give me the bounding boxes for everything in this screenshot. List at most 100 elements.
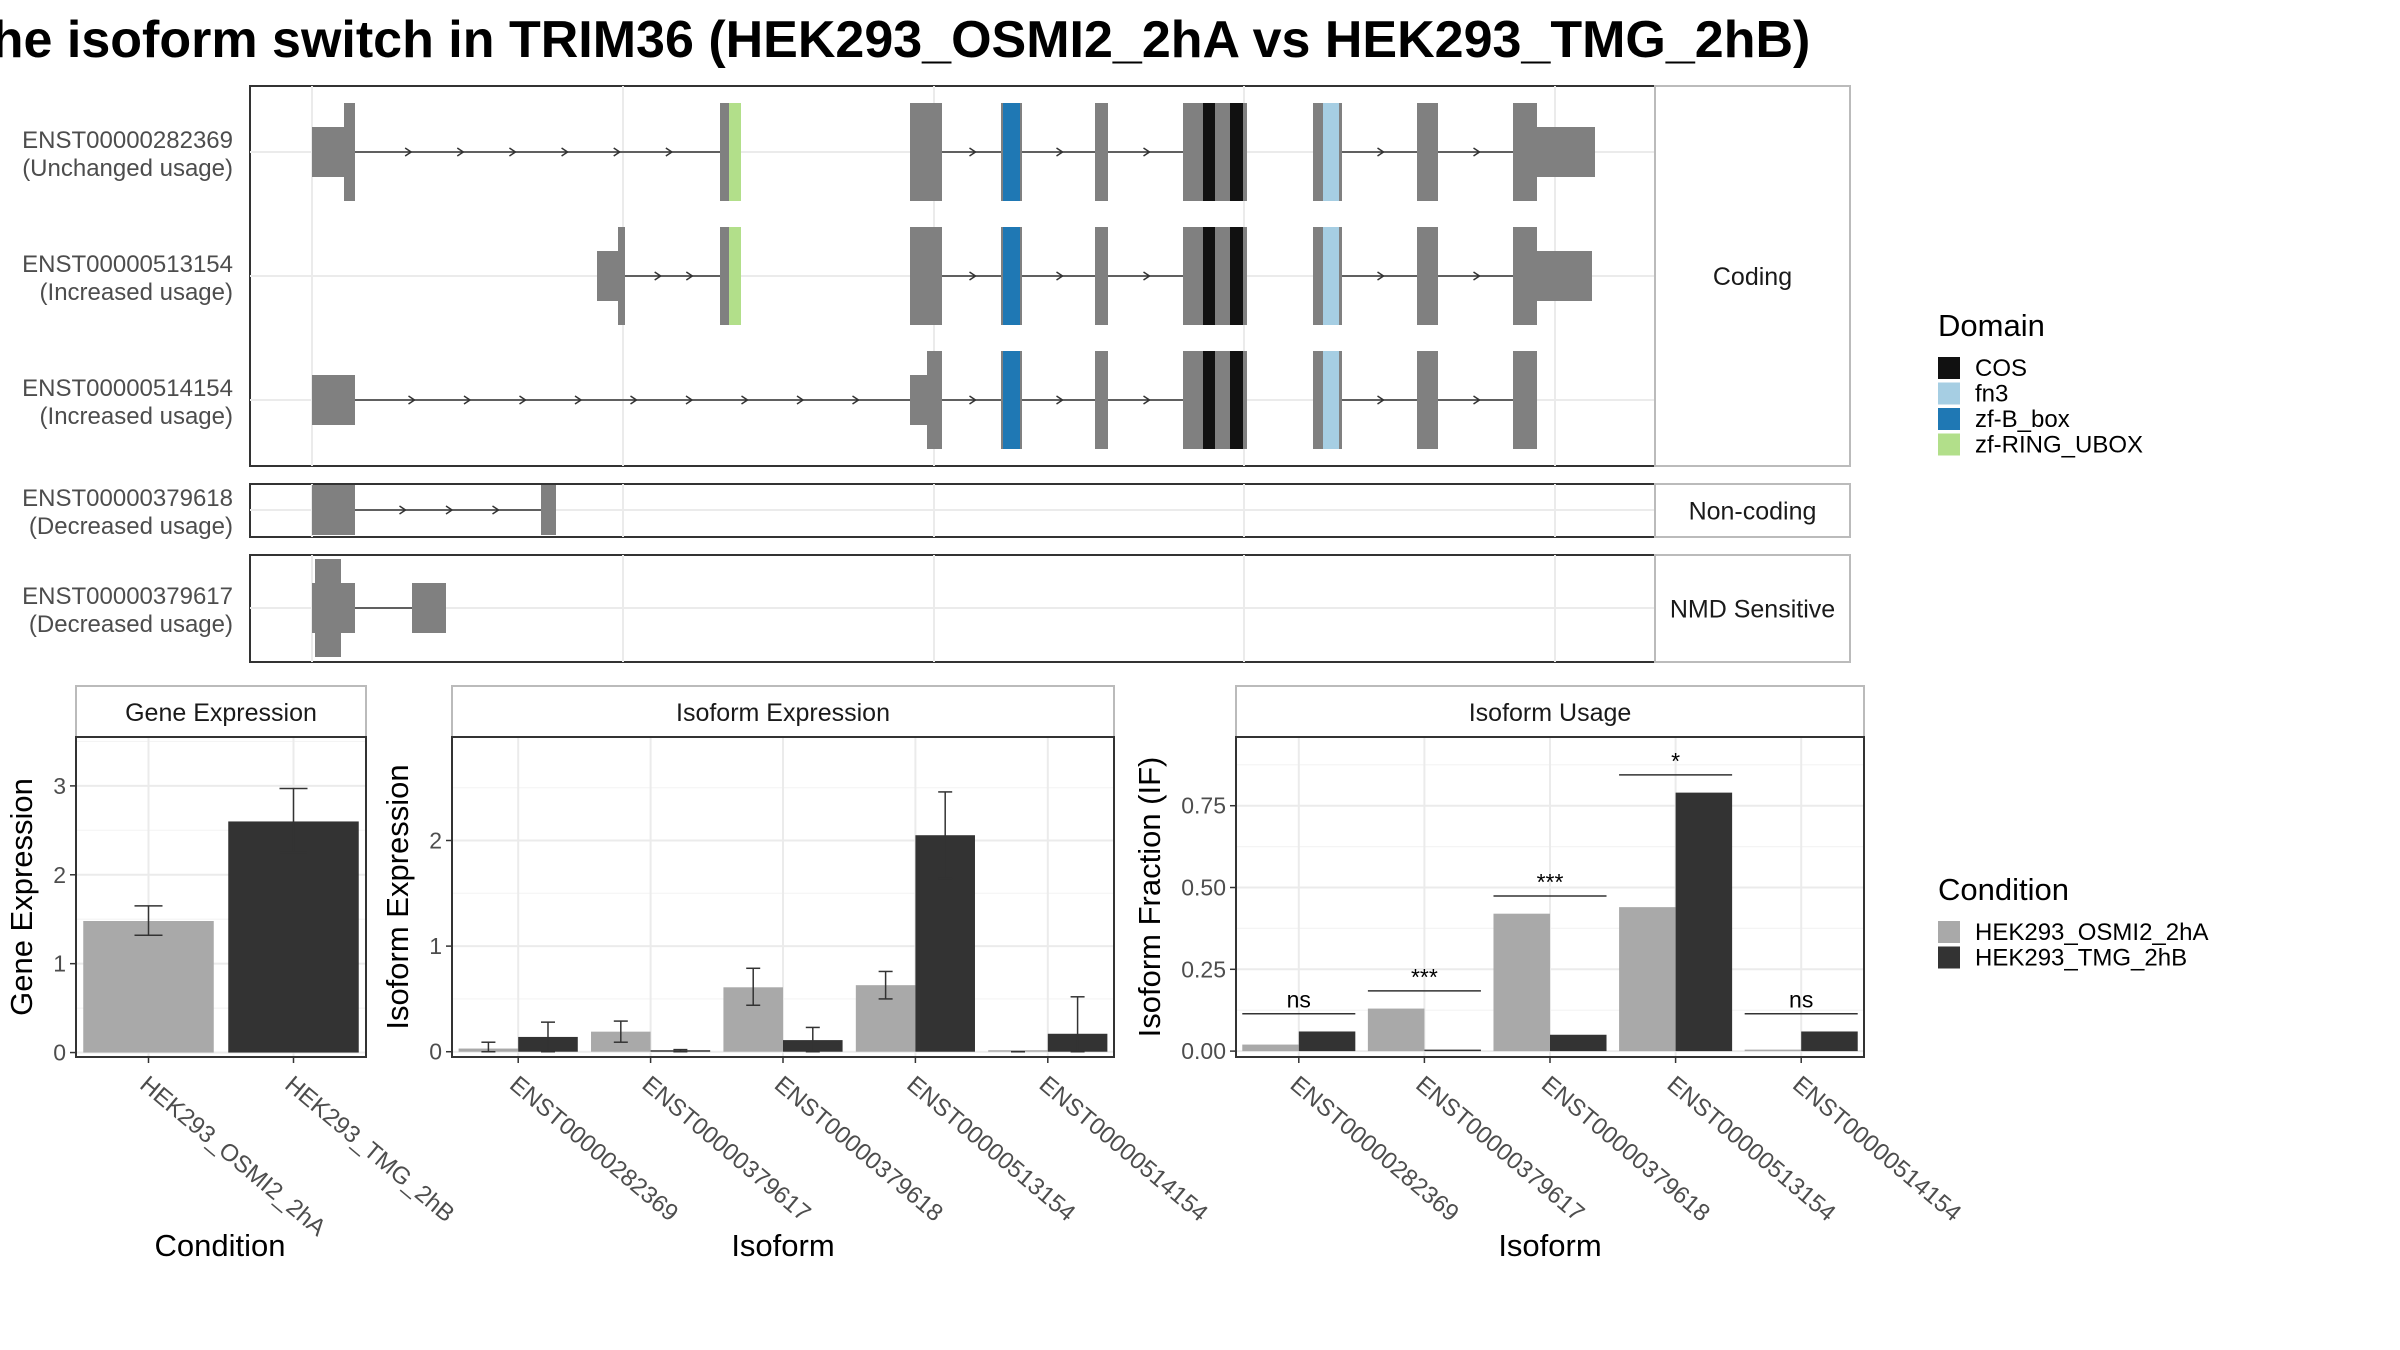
y-tick-label: 1 [429, 933, 442, 959]
significance-label: * [1671, 748, 1680, 774]
intron-arrow [1377, 395, 1385, 405]
exon [1417, 227, 1438, 325]
significance-label: ns [1287, 987, 1311, 1013]
intron-arrow [630, 395, 638, 405]
intron-arrow [613, 147, 622, 157]
legend-label: zf-RING_UBOX [1975, 432, 2143, 459]
bar [1550, 1034, 1607, 1052]
domain-zf-ring-ubox [729, 227, 741, 325]
intron-arrow [1143, 395, 1151, 405]
exon [412, 583, 446, 633]
exon [312, 583, 355, 633]
y-tick-label: 2 [429, 827, 442, 853]
isoform-id-label: ENST00000514154 [22, 375, 233, 402]
exon [312, 485, 355, 535]
intron-arrow [1473, 271, 1481, 281]
intron-arrow [404, 147, 413, 157]
strip-box [1654, 554, 1851, 663]
significance-label: *** [1537, 869, 1564, 895]
intron-arrow [969, 147, 977, 157]
domain-cos [1203, 351, 1215, 449]
domain-cos [1230, 351, 1243, 449]
x-axis-title: Isoform [1498, 1228, 1601, 1263]
intron-arrow [665, 147, 674, 157]
isoform-usage-label: (Decreased usage) [29, 611, 233, 638]
exon [927, 351, 942, 449]
intron-arrow [969, 271, 977, 281]
isoform-usage-label: (Increased usage) [40, 403, 233, 430]
domain-fn3 [1323, 103, 1339, 201]
isoform-usage-label: (Decreased usage) [29, 513, 233, 540]
intron-arrow [1056, 395, 1064, 405]
y-axis-title: Gene Expression [4, 778, 39, 1016]
legend-label: HEK293_OSMI2_2hA [1975, 919, 2208, 946]
bar [1801, 1031, 1858, 1052]
bar [83, 921, 214, 1053]
legend-label: COS [1975, 355, 2027, 382]
strip-box [1654, 85, 1851, 467]
intron-arrow [741, 395, 749, 405]
chart-isoform-expression: Isoform Expression012ENST00000282369ENST… [380, 685, 1213, 1263]
legend-key [1938, 921, 1960, 943]
x-axis-title: Condition [155, 1228, 286, 1263]
legend-key [1938, 408, 1960, 430]
y-axis-title: Isoform Expression [380, 764, 415, 1029]
isoform-usage-label: (Increased usage) [40, 279, 233, 306]
legend-label: HEK293_TMG_2hB [1975, 945, 2187, 972]
y-tick-label: 0.50 [1181, 875, 1226, 901]
exon [1513, 227, 1537, 325]
intron-arrow [456, 147, 465, 157]
bar [228, 821, 359, 1053]
intron-arrow [1377, 147, 1385, 157]
bar [1493, 913, 1550, 1052]
chart-isoform-usage: Isoform Usage0.000.250.500.75ns*******ns… [1132, 685, 1966, 1263]
x-axis-title: Isoform [731, 1228, 834, 1263]
exon [720, 103, 729, 201]
domain-cos [1230, 103, 1243, 201]
panel-title: Isoform Usage [1469, 699, 1632, 727]
exon [312, 375, 355, 425]
intron-arrow [574, 395, 583, 405]
intron-arrow [1143, 271, 1151, 281]
plot-frame [75, 736, 367, 1058]
y-tick-label: 0.75 [1181, 793, 1226, 819]
legend-label: zf-B_box [1975, 406, 2070, 433]
domain-cos [1203, 227, 1215, 325]
intron-arrow [1056, 271, 1064, 281]
y-tick-label: 0.00 [1181, 1038, 1226, 1064]
exon [1513, 103, 1537, 201]
domain-fn3 [1323, 227, 1339, 325]
y-tick-label: 0 [429, 1039, 442, 1065]
exon [344, 103, 355, 201]
legend-label: fn3 [1975, 381, 2008, 408]
y-tick-label: 2 [53, 862, 66, 888]
exon [910, 375, 927, 425]
panel-strip [1235, 685, 1865, 738]
exon-utr [1537, 127, 1595, 177]
exon [720, 227, 729, 325]
exon [1417, 103, 1438, 201]
isoform-id-label: ENST00000282369 [22, 127, 233, 154]
intron-arrow [1143, 147, 1151, 157]
y-tick-label: 0.25 [1181, 956, 1226, 982]
intron-arrow [1377, 271, 1385, 281]
condition-legend-title: Condition [1938, 872, 2069, 907]
intron-arrow [852, 395, 860, 405]
exon [910, 227, 942, 325]
exon [1417, 351, 1438, 449]
y-axis-title: Isoform Fraction (IF) [1132, 757, 1167, 1038]
intron-arrow [796, 395, 805, 405]
bar [1242, 1044, 1299, 1052]
panel-title: Isoform Expression [676, 699, 890, 727]
intron-arrow [969, 395, 977, 405]
bar [1298, 1031, 1356, 1052]
domain-zf-b-box [1003, 227, 1020, 325]
domain-cos [1230, 227, 1243, 325]
legend-key [1938, 357, 1960, 379]
intron-arrow [492, 505, 500, 515]
structure-plot: Coding Non-coding NMD Sensitive ENST0000028… [22, 85, 1851, 663]
y-tick-label: 0 [53, 1040, 66, 1066]
isoform-id-label: ENST00000513154 [22, 251, 233, 278]
bar [1675, 792, 1733, 1052]
